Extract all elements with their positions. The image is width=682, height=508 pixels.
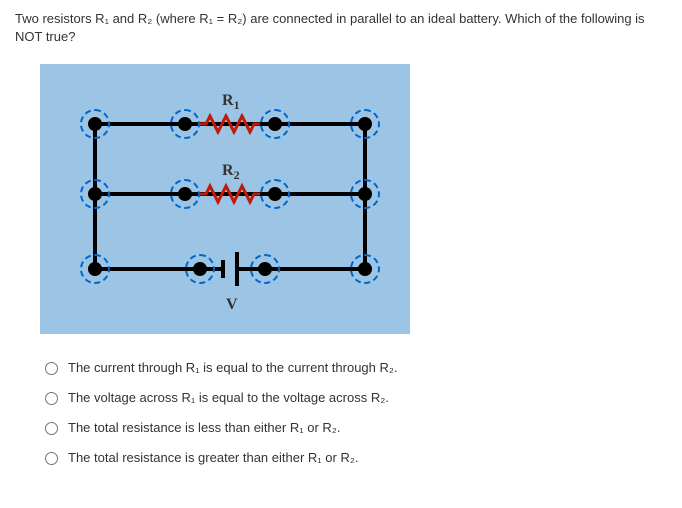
radio-b[interactable] — [45, 392, 58, 405]
label-r2: R2 — [222, 162, 240, 183]
circuit-node — [88, 187, 102, 201]
radio-d[interactable] — [45, 452, 58, 465]
radio-a[interactable] — [45, 362, 58, 375]
circuit-node — [268, 187, 282, 201]
option-label: The voltage across R₁ is equal to the vo… — [68, 390, 389, 405]
option-b[interactable]: The voltage across R₁ is equal to the vo… — [40, 389, 667, 405]
circuit-node — [178, 187, 192, 201]
circuit-node — [178, 117, 192, 131]
question-text: Two resistors R₁ and R₂ (where R₁ = R₂) … — [15, 10, 667, 46]
label-r1: R1 — [222, 92, 240, 113]
circuit-diagram: R1 R2 V — [40, 64, 410, 334]
circuit-node — [358, 187, 372, 201]
option-label: The total resistance is less than either… — [68, 420, 340, 435]
circuit-node — [358, 262, 372, 276]
circuit-node — [268, 117, 282, 131]
option-d[interactable]: The total resistance is greater than eit… — [40, 449, 667, 465]
option-label: The current through R₁ is equal to the c… — [68, 360, 398, 375]
circuit-node — [88, 117, 102, 131]
resistor-r2 — [200, 183, 260, 205]
label-v: V — [226, 296, 238, 314]
circuit-node — [258, 262, 272, 276]
option-c[interactable]: The total resistance is less than either… — [40, 419, 667, 435]
option-label: The total resistance is greater than eit… — [68, 450, 359, 465]
answer-options: The current through R₁ is equal to the c… — [40, 359, 667, 465]
circuit-node — [193, 262, 207, 276]
radio-c[interactable] — [45, 422, 58, 435]
circuit-node — [358, 117, 372, 131]
circuit-node — [88, 262, 102, 276]
option-a[interactable]: The current through R₁ is equal to the c… — [40, 359, 667, 375]
resistor-r1 — [200, 113, 260, 135]
